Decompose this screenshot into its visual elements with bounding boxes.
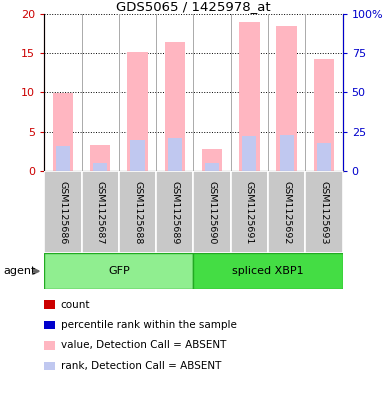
Bar (44, 171, 82, 253)
Text: GSM1125690: GSM1125690 (208, 181, 217, 244)
Bar (168, 138, 182, 171)
Bar (164, 42, 185, 171)
Bar (231, 171, 268, 253)
Bar (280, 135, 294, 171)
Text: GSM1125687: GSM1125687 (96, 181, 105, 244)
Bar (93, 163, 107, 171)
Bar (82, 171, 119, 253)
Bar (156, 171, 194, 253)
Bar (194, 253, 343, 289)
Bar (305, 171, 343, 253)
Text: spliced XBP1: spliced XBP1 (232, 266, 304, 276)
Text: GFP: GFP (108, 266, 130, 276)
Bar (119, 171, 156, 253)
Bar (131, 140, 145, 171)
Text: GSM1125691: GSM1125691 (245, 181, 254, 244)
Bar (56, 146, 70, 171)
Text: GSM1125693: GSM1125693 (320, 181, 328, 244)
Bar (314, 59, 334, 171)
Bar (44, 253, 194, 289)
Title: GDS5065 / 1425978_at: GDS5065 / 1425978_at (116, 0, 271, 13)
Bar (317, 143, 331, 171)
Bar (202, 149, 223, 171)
Text: count: count (61, 299, 90, 310)
Text: GSM1125692: GSM1125692 (282, 181, 291, 244)
Bar (127, 52, 148, 171)
Text: GSM1125688: GSM1125688 (133, 181, 142, 244)
Bar (268, 171, 305, 253)
Bar (276, 26, 297, 171)
Text: GSM1125686: GSM1125686 (59, 181, 67, 244)
Text: GSM1125689: GSM1125689 (170, 181, 179, 244)
Bar (239, 22, 259, 171)
Bar (205, 163, 219, 171)
Text: percentile rank within the sample: percentile rank within the sample (61, 320, 237, 330)
Text: rank, Detection Call = ABSENT: rank, Detection Call = ABSENT (61, 361, 221, 371)
Bar (90, 145, 110, 171)
Text: agent: agent (4, 266, 36, 276)
Bar (242, 136, 256, 171)
Bar (194, 171, 231, 253)
Text: value, Detection Call = ABSENT: value, Detection Call = ABSENT (61, 340, 226, 351)
Bar (53, 93, 73, 171)
